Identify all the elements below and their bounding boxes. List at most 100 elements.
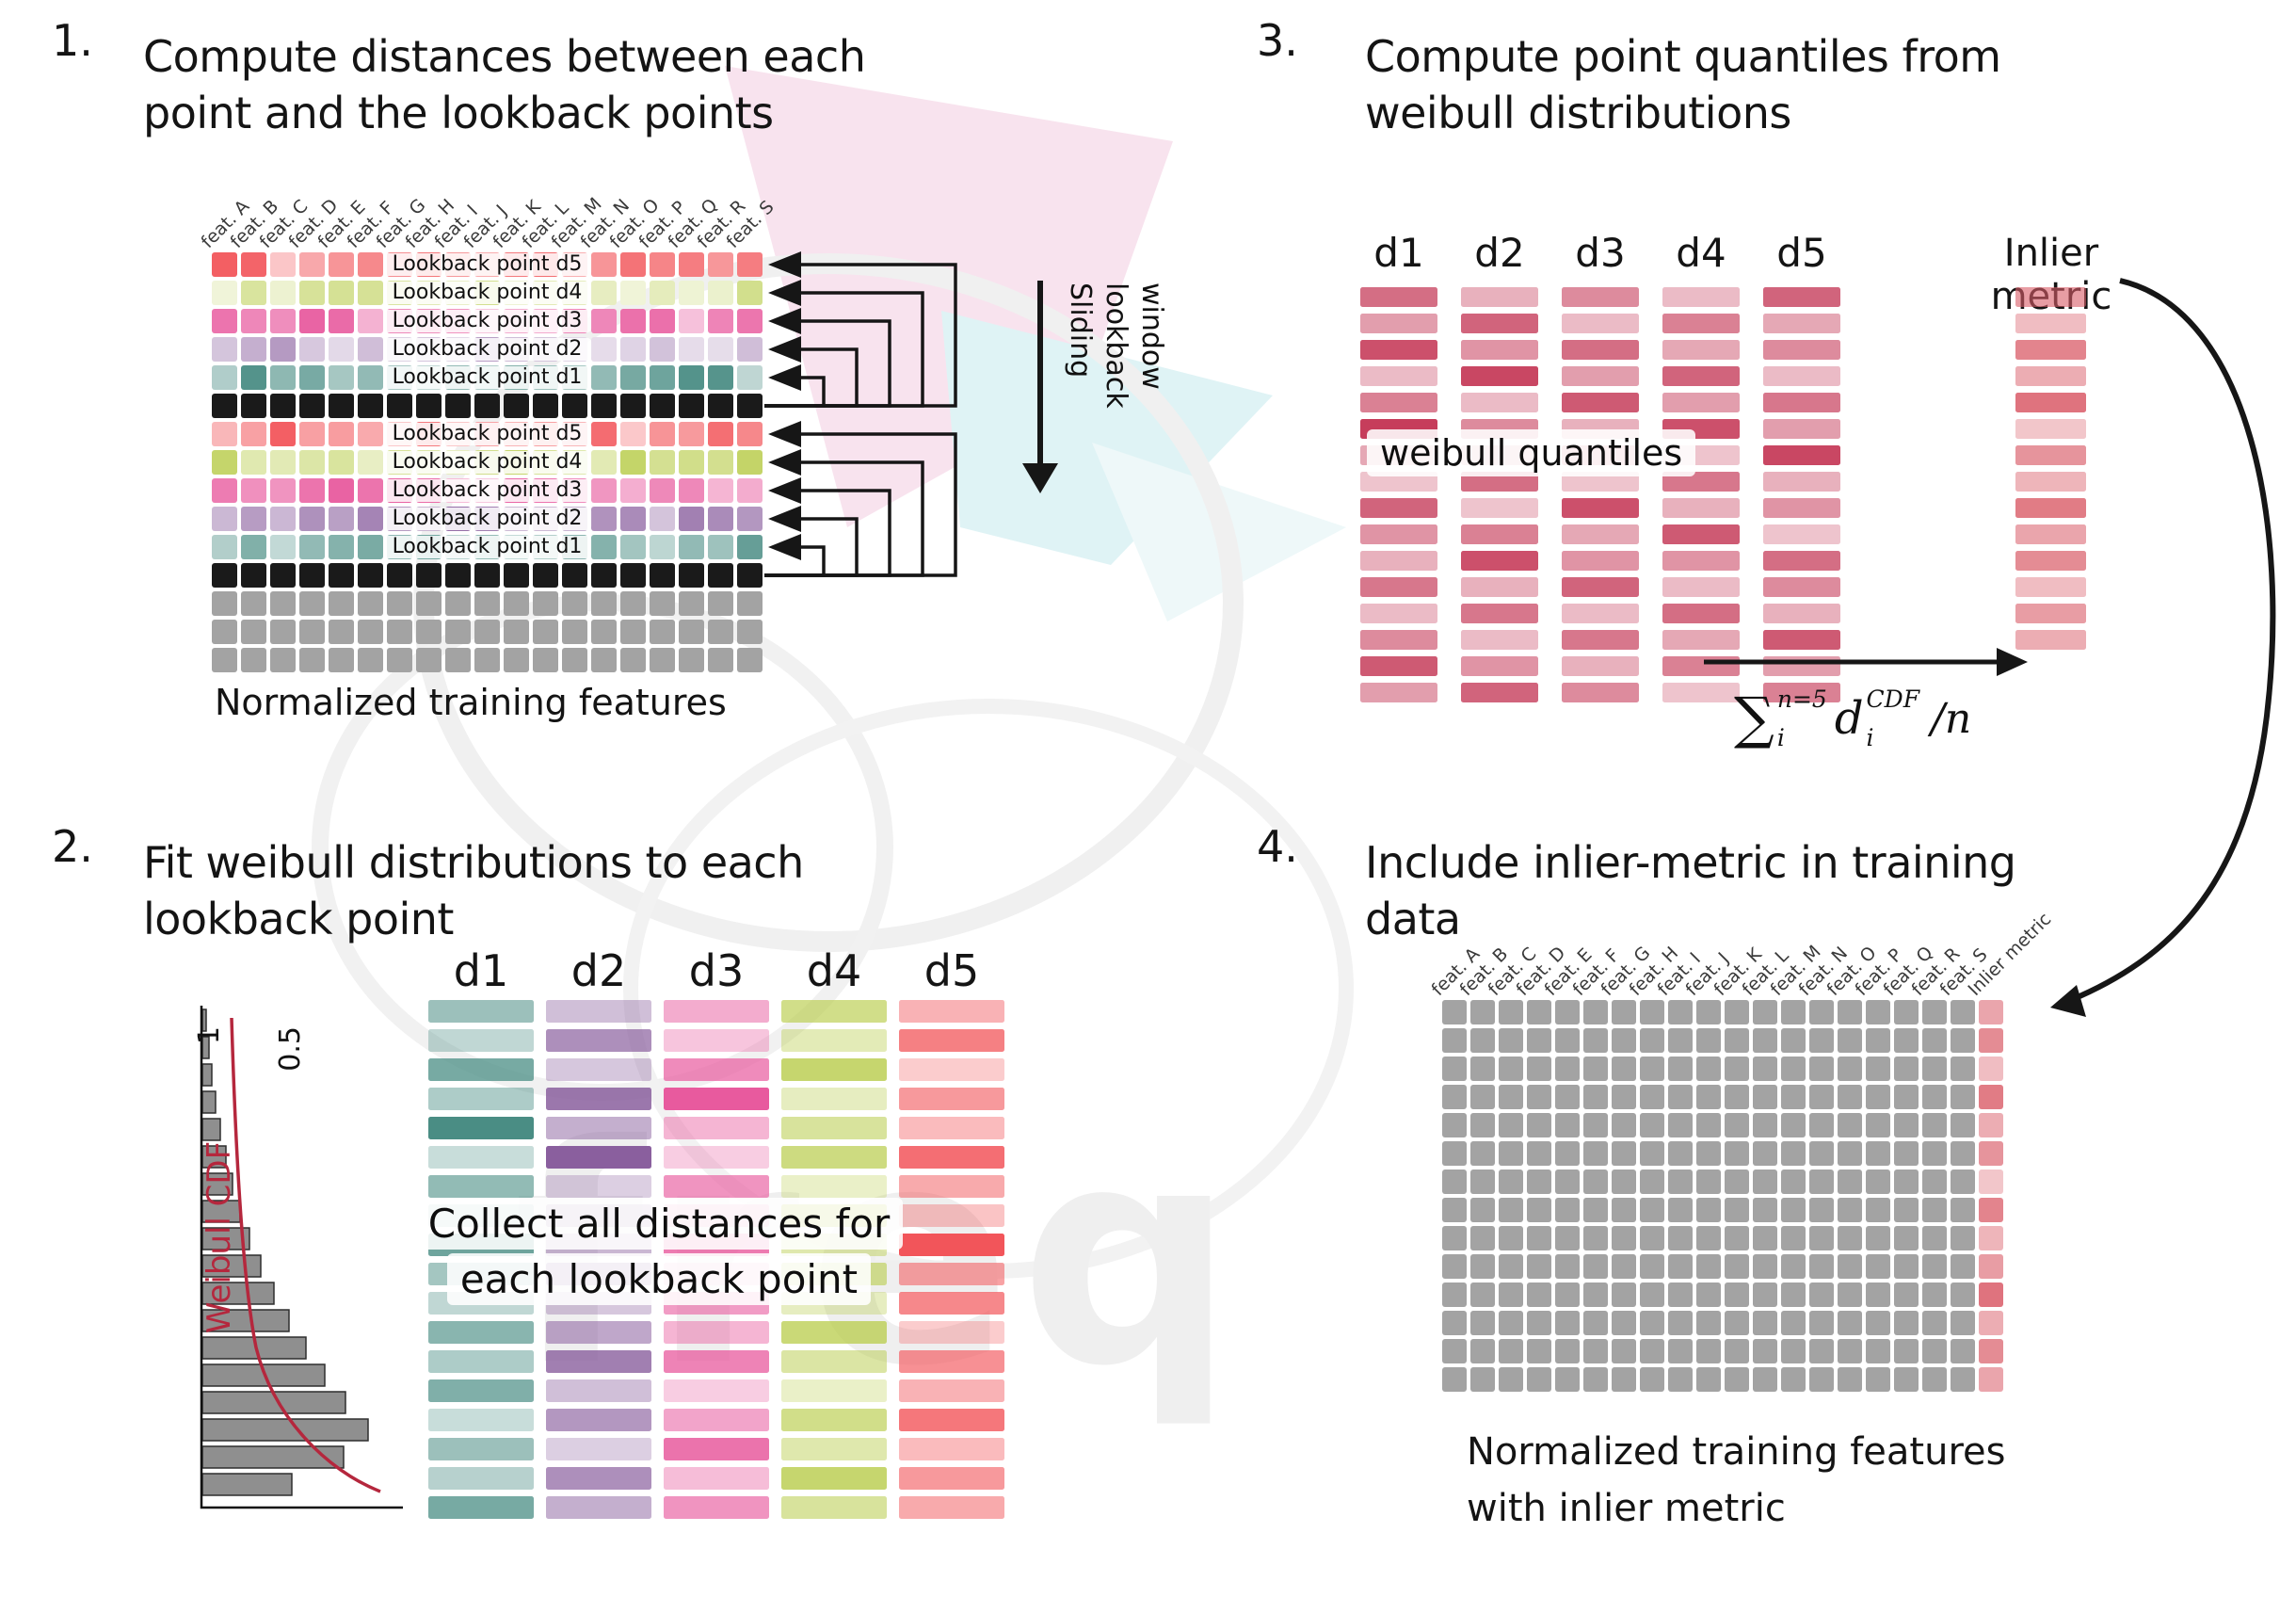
feature-cell [445,591,471,616]
feature-cell [1442,1113,1467,1137]
feature-cell [708,535,733,559]
feature-cell [650,337,675,362]
histogram-bar [201,1418,369,1442]
distance-bar [428,1379,534,1402]
distance-bar [1763,498,1840,518]
feature-cell [620,365,646,390]
matrix-row [1442,1198,2003,1222]
feature-cell [1951,1113,1975,1137]
matrix-row [1442,1141,2003,1166]
feature-cell [1922,1311,1947,1335]
feature-cell [650,252,675,277]
feature-cell [1894,1085,1919,1109]
inlier-bar [2015,577,2086,597]
inlier-cell [1979,1282,2003,1307]
feature-cell [1640,1339,1664,1363]
feature-cell [1696,1000,1721,1024]
feature-cell [358,337,383,362]
feature-cell [1555,1057,1580,1081]
distance-bar [664,1088,769,1110]
feature-cell [358,252,383,277]
cdf-axis-label: Weibull CDF [201,1141,238,1333]
feature-cell [241,394,266,418]
distance-bar [899,1000,1004,1023]
distance-bar [781,1438,887,1460]
feature-cell [737,281,763,305]
feature-cell [1753,1254,1777,1279]
feature-cell [1696,1254,1721,1279]
feature-cell [620,478,646,503]
distance-bar [1562,340,1639,360]
feature-cell [1809,1311,1834,1335]
tick-label-1: 1 [193,1026,226,1044]
feature-cell [1555,1141,1580,1166]
feature-cell [1583,1085,1608,1109]
feature-cell [1470,1141,1495,1166]
feature-cell [1838,1339,1862,1363]
feature-cell [1753,1311,1777,1335]
feature-cell [1809,1113,1834,1137]
feature-cell [708,309,733,333]
distance-bar [899,1467,1004,1490]
feature-cell [1583,1113,1608,1137]
distance-bar [1763,472,1840,492]
feature-cell [620,281,646,305]
feature-cell [329,252,354,277]
distance-bar [899,1029,1004,1052]
feature-cell [299,648,325,672]
feature-cell [737,535,763,559]
step-2-title: Fit weibull distributions to each lookba… [143,834,804,947]
distribution-label-d2: d2 [1474,230,1525,276]
feature-cell [270,422,296,446]
distance-bar [781,1000,887,1023]
feature-cell [1922,1085,1947,1109]
distance-bar [1763,287,1840,307]
distance-histogram [201,1008,369,1496]
feature-cell [737,591,763,616]
feature-cell [1894,1254,1919,1279]
feature-cell [1555,1028,1580,1053]
feature-cell [329,535,354,559]
feature-cell [445,563,471,588]
feature-cell [650,648,675,672]
matrix-row: Lookback point d1 [212,365,763,390]
feature-cell [299,309,325,333]
distance-bar [1360,366,1437,386]
distance-bar [1662,393,1740,412]
distance-bar [1360,577,1437,597]
feature-cell [679,394,704,418]
feature-cell [1809,1057,1834,1081]
matrix-row: Lookback point d4 [212,450,763,475]
feature-cell [474,394,500,418]
feature-cell [270,450,296,475]
feature-cell [1725,1198,1749,1222]
distance-bar [899,1058,1004,1081]
title-line: weibull distributions [1365,88,1791,138]
matrix-row [1442,1028,2003,1053]
feature-cell [1668,1367,1693,1392]
title-line: Include inlier-metric in training [1365,837,2016,888]
feature-cell [737,563,763,588]
note-text: weibull quantiles [1367,429,1696,476]
feature-cell [504,620,529,644]
feature-cell [591,648,617,672]
feature-cell [1668,1339,1693,1363]
feature-cell [1442,1339,1467,1363]
feature-cell [212,620,237,644]
bar-column-d5 [899,1000,1004,1519]
title-line: data [1365,894,1461,944]
feature-cell [1696,1311,1721,1335]
feature-cell [620,535,646,559]
feature-cell [329,563,354,588]
feature-cell [299,365,325,390]
matrix-caption: Normalized training features [215,682,727,723]
histogram-bar [201,1090,217,1114]
matrix-row: Lookback point d3 [212,309,763,333]
watermark-shape [941,311,1273,565]
distance-bar [664,1438,769,1460]
distribution-label-d3: d3 [1575,230,1626,276]
feature-cell [1612,1198,1636,1222]
feature-cell [1527,1113,1551,1137]
distance-bar [1360,340,1437,360]
